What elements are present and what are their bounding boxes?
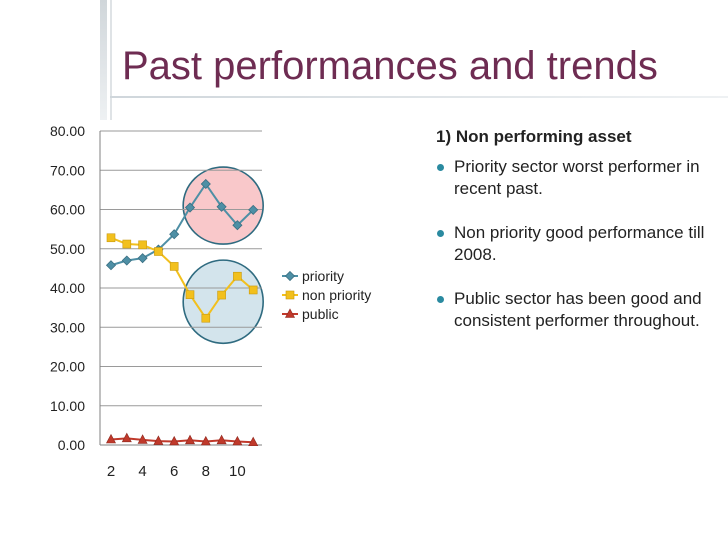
data-point [137, 253, 148, 264]
bullet-panel: 1) Non performing asset Priority sector … [436, 126, 721, 332]
data-point [217, 290, 226, 300]
bullet-item-priority: Priority sector worst performer in recen… [436, 156, 721, 200]
legend-label: public [302, 306, 339, 322]
data-point [169, 262, 179, 271]
y-tick-label: 60.00 [50, 202, 85, 218]
bullet-text: Public sector has been good and consiste… [454, 289, 702, 330]
data-point [184, 202, 196, 213]
data-point [285, 290, 295, 300]
data-point [285, 308, 295, 318]
slide-title: Past performances and trends [122, 44, 658, 88]
data-point [138, 240, 147, 250]
y-tick-label: 0.00 [58, 437, 85, 453]
data-point [200, 178, 211, 190]
bullet-item-nonpriority: Non priority good performance till 2008. [436, 222, 721, 266]
y-tick-label: 50.00 [50, 241, 85, 257]
data-point [106, 433, 116, 444]
title-rule [110, 96, 728, 98]
y-tick-label: 20.00 [50, 359, 85, 375]
y-tick-label: 30.00 [50, 319, 85, 335]
data-point [216, 434, 227, 445]
bullet-text: Priority sector worst performer in recen… [454, 157, 700, 198]
bullet-item-public: Public sector has been good and consiste… [436, 288, 721, 332]
data-point [121, 432, 132, 443]
data-point [248, 204, 259, 215]
data-point [169, 229, 180, 240]
bullet-dot-icon [437, 296, 444, 303]
bullet-text: Non priority good performance till 2008. [454, 223, 705, 264]
x-tick-label: 10 [229, 463, 246, 480]
data-point [284, 270, 296, 282]
bullet-dot-icon [437, 230, 444, 237]
data-point [169, 435, 180, 446]
legend-label: non priority [302, 287, 371, 303]
y-tick-label: 70.00 [50, 162, 85, 178]
data-point [137, 434, 148, 444]
data-point [200, 435, 211, 446]
data-point [233, 271, 242, 281]
bullet-dot-icon [437, 164, 444, 171]
y-tick-label: 10.00 [50, 398, 85, 414]
legend-entry-non-priority: non priority [282, 287, 371, 303]
data-point [201, 313, 211, 323]
data-point [248, 436, 259, 447]
x-tick-label: 4 [138, 463, 146, 480]
legend-label: priority [302, 268, 344, 284]
data-point [105, 260, 117, 271]
data-point [185, 434, 195, 445]
title-accent-bar [100, 0, 107, 120]
data-point [153, 435, 164, 445]
bullet-heading: 1) Non performing asset [436, 127, 632, 146]
legend-entry-priority: priority [282, 268, 344, 284]
data-point [106, 233, 116, 243]
legend-entry-public: public [282, 306, 339, 322]
x-tick-label: 8 [202, 463, 210, 480]
title-accent-line [110, 0, 112, 120]
series-line [110, 437, 254, 444]
y-tick-label: 80.00 [50, 123, 85, 139]
data-point [232, 435, 243, 446]
data-point [232, 220, 243, 231]
series-line [110, 182, 254, 267]
data-point [121, 255, 132, 266]
data-point [122, 239, 132, 249]
y-tick-label: 40.00 [50, 280, 85, 296]
x-tick-label: 2 [107, 463, 115, 480]
series-public [106, 432, 259, 447]
data-point [248, 285, 258, 295]
x-tick-label: 6 [170, 463, 178, 480]
series-non-priority [106, 233, 258, 323]
data-point [154, 247, 163, 256]
data-point [216, 201, 227, 212]
data-point [185, 290, 195, 299]
series-line [110, 236, 254, 321]
